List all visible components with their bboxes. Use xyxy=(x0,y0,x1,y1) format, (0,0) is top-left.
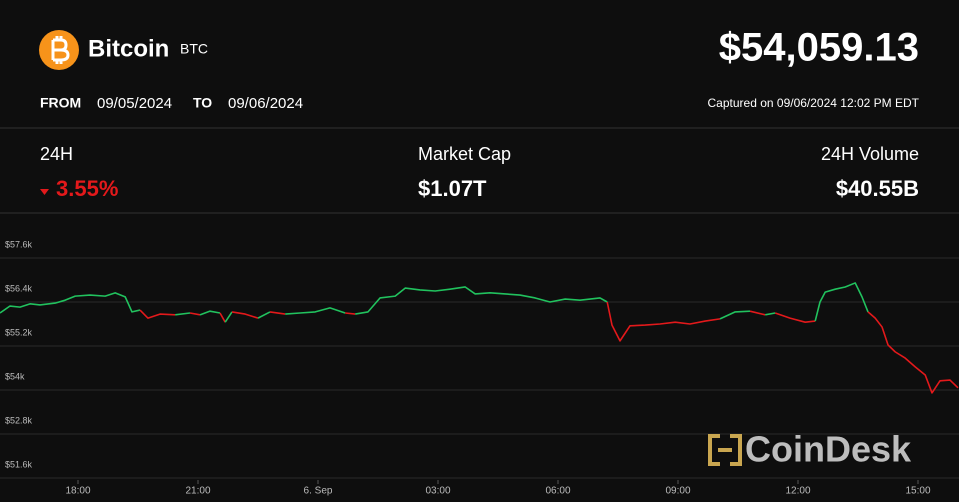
watermark-logo xyxy=(708,434,742,466)
captured: Captured on 09/06/2024 12:02 PM EDT xyxy=(708,96,920,110)
y-tick-label: $57.6k xyxy=(5,239,33,249)
price-line xyxy=(219,312,226,323)
stat-label: 24H Volume xyxy=(821,144,919,164)
y-tick-label: $56.4k xyxy=(5,283,33,293)
price-line xyxy=(231,311,259,319)
x-tick-label: 09:00 xyxy=(665,486,690,497)
x-tick-label: 12:00 xyxy=(785,486,810,497)
price-line xyxy=(765,312,776,316)
price-line xyxy=(199,310,221,316)
y-tick-label: $52.8k xyxy=(5,415,33,425)
y-tick-label: $55.2k xyxy=(5,327,33,337)
price-line xyxy=(189,312,201,316)
x-tick-label: 21:00 xyxy=(185,486,210,497)
x-tick-label: 18:00 xyxy=(65,486,90,497)
plot xyxy=(0,282,959,394)
price-line xyxy=(257,311,271,319)
price-line xyxy=(814,282,869,322)
price-line xyxy=(175,312,191,316)
y-tick-label: $51.6k xyxy=(5,459,33,469)
price-line xyxy=(0,292,141,314)
y-tick-label: $54k xyxy=(5,371,25,381)
stat-value: $40.55B xyxy=(836,176,919,201)
price-line xyxy=(224,311,233,323)
price-line xyxy=(749,310,766,316)
stat-label: 24H xyxy=(40,144,73,164)
down-arrow xyxy=(40,189,49,195)
x-tick-label: 06:00 xyxy=(545,486,570,497)
price-line xyxy=(774,312,816,323)
x-tick-label: 15:00 xyxy=(905,486,930,497)
price-line xyxy=(606,301,721,342)
price-line xyxy=(867,311,959,394)
price-line xyxy=(719,310,751,320)
price-line xyxy=(345,312,356,315)
grid: $51.6k $52.8k $54k $55.2k $56.4k $57.6k 18:00 2… xyxy=(0,239,959,497)
price: $54,059.13 xyxy=(719,26,919,70)
to-date: 09/06/2024 xyxy=(228,95,303,112)
to-label: TO xyxy=(193,95,212,111)
watermark: CoinDesk xyxy=(745,429,912,470)
coin-name: Bitcoin xyxy=(88,35,169,62)
from-label: FROM xyxy=(40,95,81,111)
x-tick-label: 6. Sep xyxy=(304,486,333,497)
coin-symbol: BTC xyxy=(180,41,208,57)
stat-label: Market Cap xyxy=(418,144,511,164)
price-line xyxy=(139,309,176,319)
stat-value: 3.55% xyxy=(56,176,118,201)
price-line xyxy=(285,307,346,315)
price-line xyxy=(355,286,608,315)
price-line xyxy=(269,311,286,315)
stat-value: $1.07T xyxy=(418,176,487,201)
from-date: 09/05/2024 xyxy=(97,95,172,112)
x-tick-label: 03:00 xyxy=(425,486,450,497)
bitcoin-logo-glyph xyxy=(51,36,70,64)
